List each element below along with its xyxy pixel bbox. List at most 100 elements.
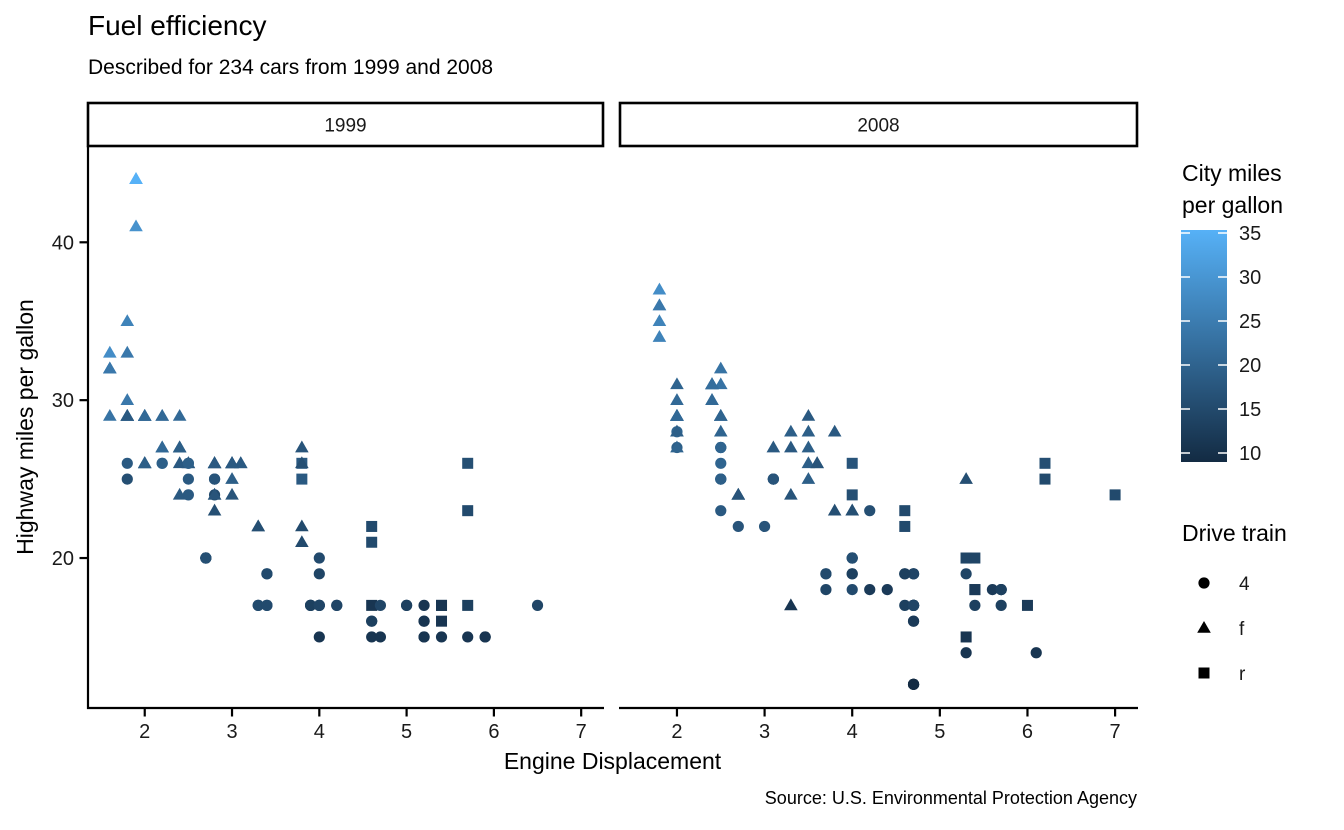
data-point: [366, 615, 378, 627]
data-point: [713, 408, 728, 421]
data-point: [1197, 621, 1211, 633]
data-point: [436, 599, 448, 611]
data-point: [137, 456, 152, 469]
data-point: [418, 631, 430, 643]
data-point: [120, 345, 135, 358]
data-point: [462, 631, 474, 643]
data-point: [207, 487, 222, 500]
data-point: [1021, 599, 1033, 611]
data-point: [1039, 473, 1051, 485]
data-point: [820, 568, 832, 580]
x-tick-label: 6: [1022, 721, 1033, 743]
facet-strip: [618, 101, 1139, 148]
data-point: [479, 631, 491, 643]
data-point: [418, 599, 430, 611]
data-point: [960, 552, 972, 564]
data-point: [172, 456, 187, 469]
data-point: [120, 393, 135, 405]
data-point: [784, 487, 798, 500]
data-point: [261, 599, 273, 611]
data-point: [846, 568, 858, 580]
data-point: [129, 219, 143, 232]
data-point: [715, 505, 727, 517]
x-axis-title: Engine Displacement: [503, 748, 722, 774]
data-point: [670, 424, 684, 437]
data-point: [899, 520, 911, 532]
data-point: [295, 456, 309, 469]
data-point: [881, 584, 893, 596]
data-point: [652, 282, 667, 295]
data-point: [758, 520, 771, 533]
data-point: [899, 568, 911, 580]
data-point: [1109, 489, 1121, 501]
x-tick-label: 7: [1110, 721, 1121, 743]
colorbar-tick-label: 35: [1239, 223, 1261, 245]
data-point: [801, 456, 816, 469]
x-tick-label: 2: [671, 721, 682, 743]
data-point: [462, 599, 474, 611]
data-point: [155, 440, 169, 453]
data-point: [969, 599, 981, 611]
data-point: [313, 631, 325, 643]
x-tick-label: 4: [314, 721, 325, 743]
data-point: [252, 599, 264, 611]
caption: Source: U.S. Environmental Protection Ag…: [764, 788, 1137, 808]
data-point: [907, 615, 920, 627]
data-point: [366, 599, 378, 611]
data-point: [820, 584, 832, 596]
data-point: [313, 568, 325, 580]
data-point: [705, 393, 719, 405]
colorbar-tick-label: 20: [1239, 355, 1261, 377]
data-point: [907, 678, 920, 690]
data-point: [261, 568, 273, 580]
shape-legend-label: f: [1239, 619, 1245, 640]
data-point: [846, 489, 858, 501]
data-point: [670, 377, 684, 390]
data-point: [295, 440, 309, 453]
x-tick-label: 3: [759, 721, 770, 743]
data-point: [864, 505, 876, 517]
shape-legend-title: Drive train: [1182, 520, 1287, 546]
data-point: [233, 456, 248, 469]
data-point: [713, 424, 728, 437]
x-tick-label: 4: [847, 721, 858, 743]
data-point: [784, 440, 798, 453]
data-point: [418, 615, 430, 627]
data-point: [652, 330, 667, 342]
data-point: [182, 473, 194, 485]
data-point: [846, 457, 858, 469]
data-point: [801, 408, 816, 421]
data-point: [959, 472, 973, 484]
data-point: [713, 361, 728, 374]
data-point: [810, 456, 824, 469]
data-point: [435, 631, 448, 643]
shape-legend-label: r: [1239, 664, 1246, 685]
data-point: [731, 487, 746, 500]
data-point: [907, 568, 920, 580]
colorbar-tick-label: 30: [1239, 267, 1261, 289]
color-legend-title: City miles: [1182, 160, 1282, 186]
x-tick-label: 3: [226, 721, 237, 743]
data-point: [374, 631, 387, 643]
data-point: [182, 457, 194, 469]
data-point: [462, 505, 474, 517]
data-point: [969, 552, 981, 564]
data-point: [801, 472, 816, 484]
x-tick-label: 5: [934, 721, 945, 743]
data-point: [225, 456, 239, 469]
data-point: [366, 631, 378, 643]
data-point: [208, 473, 221, 485]
color-legend-title: per gallon: [1182, 192, 1283, 218]
x-tick-label: 5: [401, 721, 412, 743]
data-point: [899, 599, 911, 611]
data-point: [225, 472, 239, 484]
x-tick-label: 2: [139, 721, 150, 743]
page-title: Fuel efficiency: [88, 10, 267, 41]
data-point: [103, 361, 117, 374]
data-point: [732, 520, 744, 533]
data-point: [1039, 457, 1051, 469]
data-point: [715, 473, 727, 485]
data-point: [436, 615, 448, 627]
